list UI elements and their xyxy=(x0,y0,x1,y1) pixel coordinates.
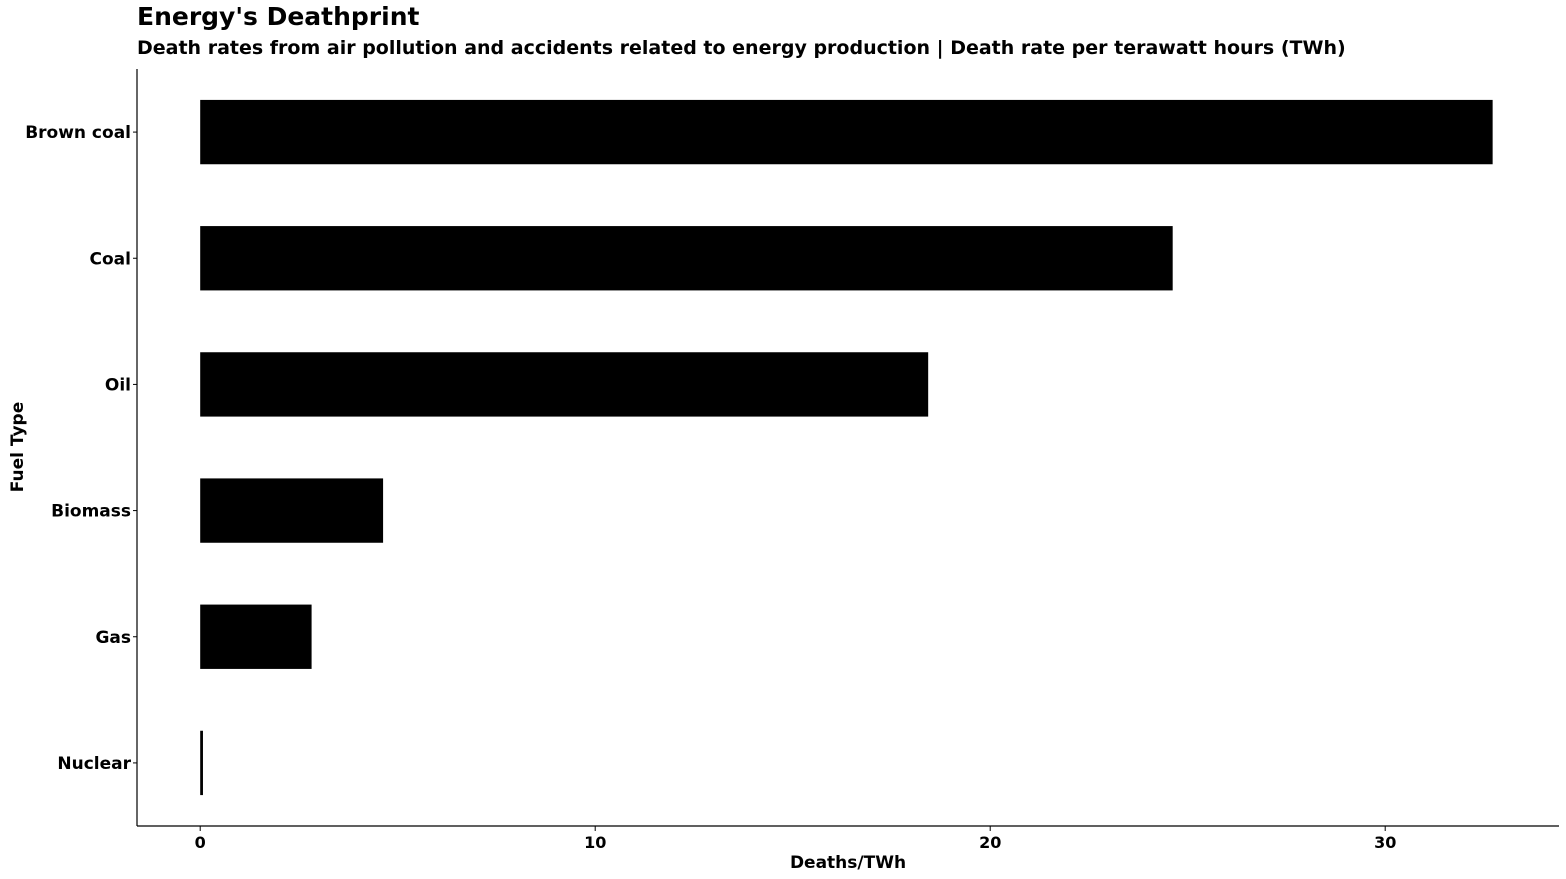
x-tick-label: 0 xyxy=(195,833,206,852)
y-tick-label: Gas xyxy=(95,628,131,648)
chart-title: Energy's Deathprint xyxy=(137,2,420,31)
bars-layer xyxy=(200,99,1493,796)
bar-brown-coal xyxy=(200,99,1493,165)
bar-oil xyxy=(200,352,929,417)
x-ticks-layer: 0 10 20 30 xyxy=(195,826,1396,852)
y-tick-label: Coal xyxy=(90,249,131,269)
bar-coal xyxy=(200,226,1173,291)
y-axis-title: Fuel Type xyxy=(8,402,28,493)
y-tick-label: Oil xyxy=(105,375,131,395)
x-tick-label: 30 xyxy=(1374,833,1396,852)
bar-biomass xyxy=(200,478,384,543)
x-tick-label: 20 xyxy=(979,833,1001,852)
bar-nuclear xyxy=(200,730,203,796)
x-tick-label: 10 xyxy=(584,833,606,852)
y-tick-label: Biomass xyxy=(51,502,131,522)
y-tick-label: Brown coal xyxy=(25,123,131,143)
y-tick-label: Nuclear xyxy=(57,754,131,774)
chart-subtitle: Death rates from air pollution and accid… xyxy=(137,37,1346,59)
bar-gas xyxy=(200,604,312,669)
x-axis-title: Deaths/TWh xyxy=(790,853,906,873)
y-ticks-layer: Brown coal Coal Oil Biomass Gas Nuclear xyxy=(25,123,137,774)
